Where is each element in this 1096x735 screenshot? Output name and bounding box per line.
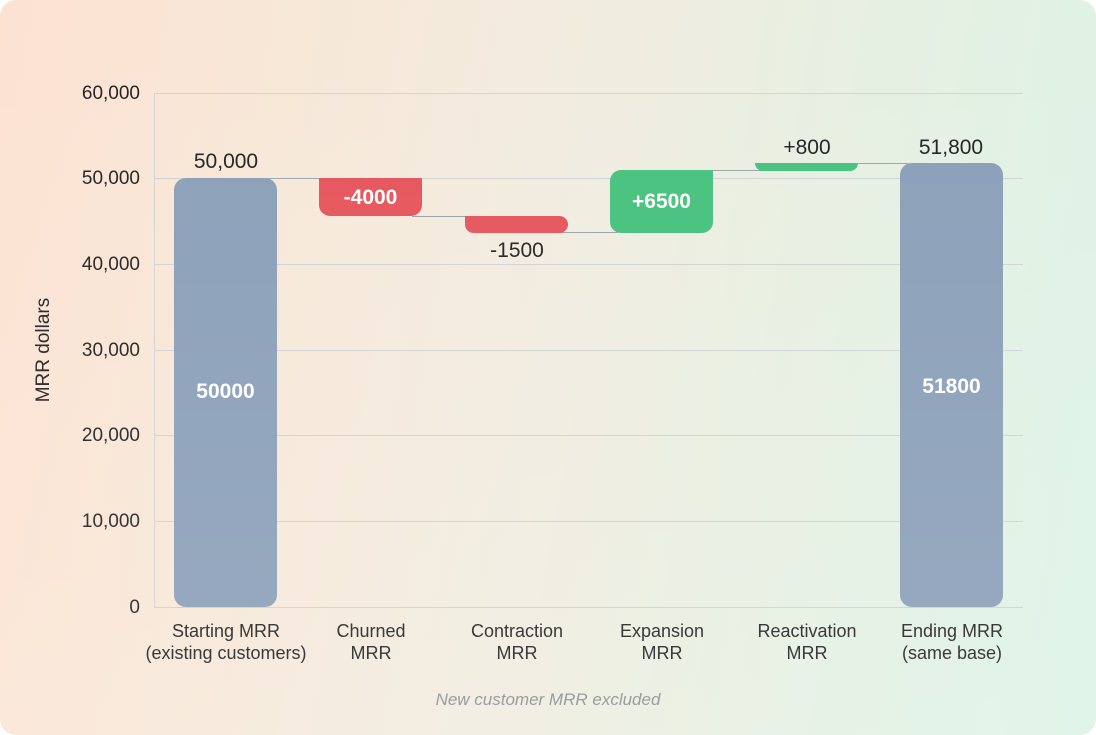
bar-ending-mrr[interactable] xyxy=(900,163,1003,607)
connector-line xyxy=(558,232,618,233)
bar-value-inside: 50000 xyxy=(196,380,255,403)
x-category-label: Churned MRR xyxy=(286,620,456,664)
y-tick-label: 0 xyxy=(129,597,140,618)
y-tick-label: 30,000 xyxy=(81,340,140,361)
y-tick-label: 50,000 xyxy=(81,168,140,189)
gridline xyxy=(154,350,1023,351)
bar-reactivation-mrr[interactable] xyxy=(755,163,858,171)
x-label-line: Reactivation xyxy=(757,621,857,641)
bar-value-label: +800 xyxy=(783,136,831,159)
x-category-label: Ending MRR (same base) xyxy=(867,620,1037,664)
y-tick-label: 20,000 xyxy=(81,425,140,446)
y-axis-line xyxy=(154,93,155,607)
connector-line xyxy=(703,170,763,171)
bar-churned-mrr[interactable] xyxy=(319,178,422,216)
bar-starting-mrr[interactable] xyxy=(174,178,277,607)
x-category-label: Reactivation MRR xyxy=(722,620,892,664)
gridline xyxy=(154,93,1023,94)
x-label-line: MRR xyxy=(496,643,538,663)
x-label-line: (same base) xyxy=(901,643,1003,663)
x-label-line: MRR xyxy=(350,643,392,663)
x-category-label: Contraction MRR xyxy=(432,620,602,664)
x-label-line: (existing customers) xyxy=(145,643,307,663)
footnote: New customer MRR excluded xyxy=(435,690,661,709)
bar-contraction-mrr[interactable] xyxy=(465,216,568,233)
x-label-line: MRR xyxy=(786,643,828,663)
gridline xyxy=(154,435,1023,436)
x-label-line: MRR xyxy=(641,643,683,663)
x-label-line: Starting MRR xyxy=(171,621,281,641)
x-label-line: Expansion xyxy=(619,621,705,641)
bar-value-inside: 51800 xyxy=(922,375,981,398)
connector-line xyxy=(266,178,326,179)
gridline xyxy=(154,264,1023,265)
connector-line xyxy=(412,216,472,217)
bar-expansion-mrr[interactable] xyxy=(610,170,713,233)
bar-value-label: -1500 xyxy=(490,239,544,262)
x-category-label: Expansion MRR xyxy=(577,620,747,664)
y-tick-label: 10,000 xyxy=(81,511,140,532)
gridline xyxy=(154,521,1023,522)
x-label-line: Contraction xyxy=(470,621,564,641)
bar-value-inside: -4000 xyxy=(343,186,398,209)
y-tick-label: 60,000 xyxy=(81,83,140,104)
y-tick-label: 40,000 xyxy=(81,254,140,275)
x-category-label: Starting MRR (existing customers) xyxy=(141,620,311,664)
bar-value-inside: +6500 xyxy=(632,190,691,213)
bar-value-label: 50,000 xyxy=(193,150,259,173)
gridline xyxy=(154,178,1023,179)
gridline-baseline xyxy=(154,607,1023,608)
x-label-line: Ending MRR xyxy=(900,621,1004,641)
bar-value-label: 51,800 xyxy=(918,136,984,159)
connector-line xyxy=(848,163,908,164)
x-label-line: Churned xyxy=(336,621,406,641)
